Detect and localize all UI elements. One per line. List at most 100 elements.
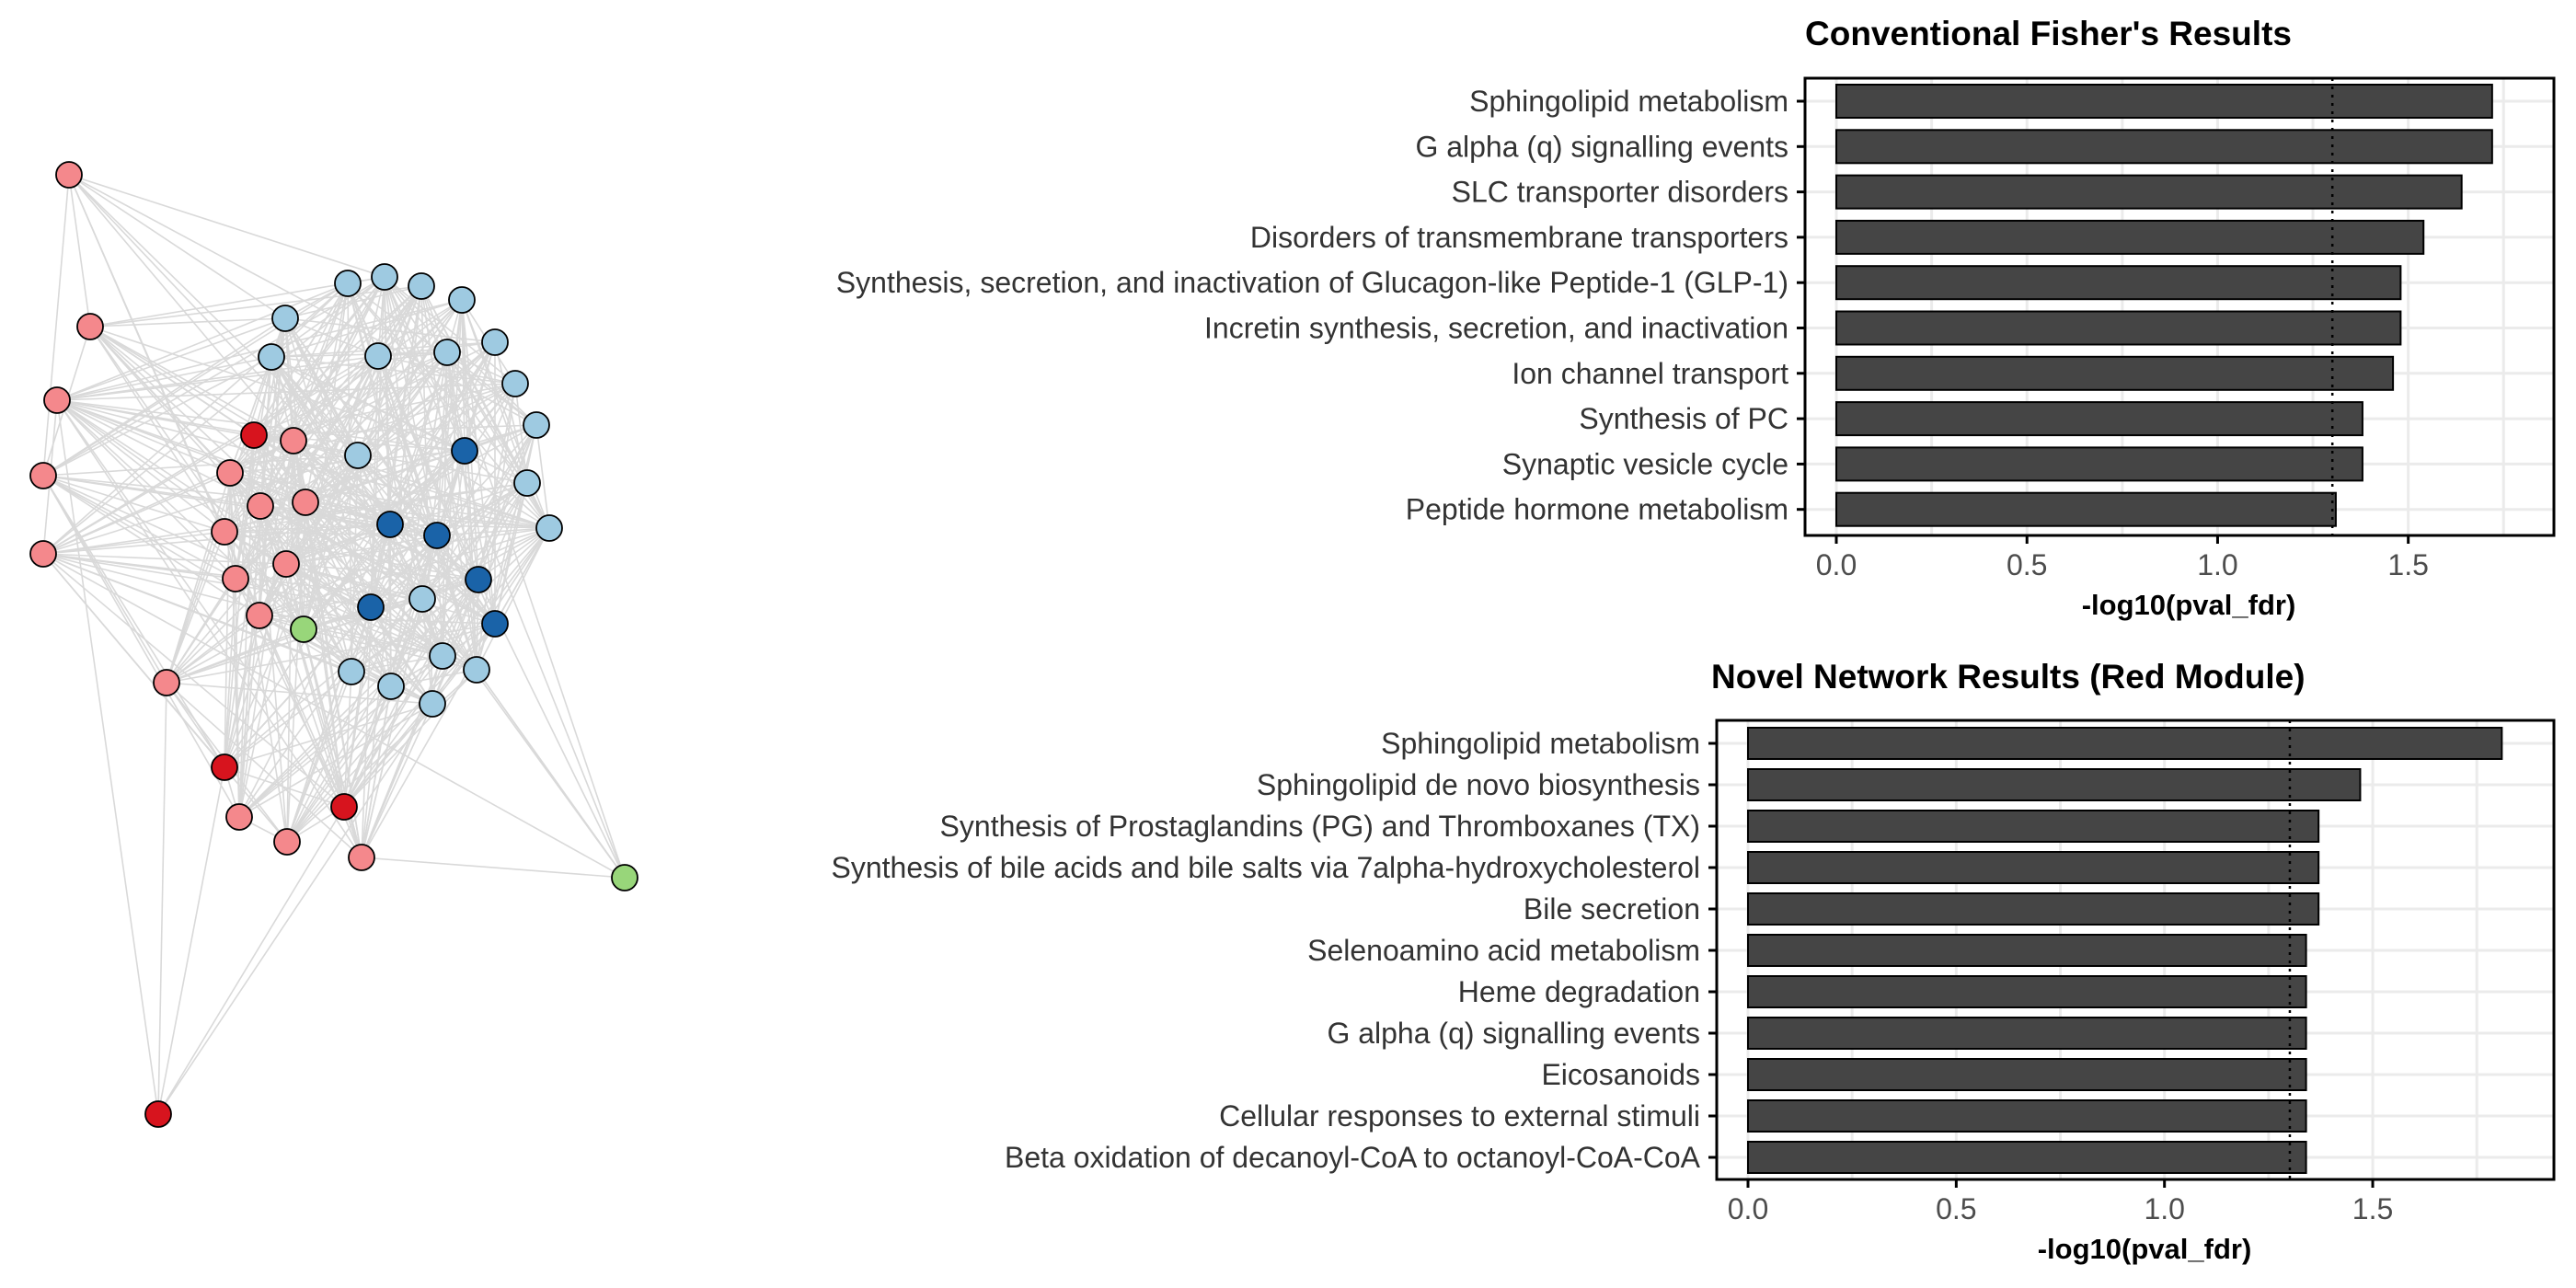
network-edge	[476, 669, 626, 879]
network-node-lightblue	[448, 286, 476, 314]
network-node-darkblue	[465, 566, 492, 593]
network-edge	[224, 598, 423, 768]
network-edge	[384, 276, 466, 452]
network-node-green	[290, 615, 317, 643]
network-node-darkblue	[481, 610, 509, 638]
network-node-red	[211, 753, 238, 781]
network-edge	[238, 523, 391, 818]
network-edge	[377, 355, 477, 671]
network-node-lightblue	[429, 642, 456, 670]
network-node-pink	[225, 803, 253, 831]
network-edge	[56, 317, 286, 401]
network-edge	[224, 703, 433, 768]
category-label: Heme degradation	[1458, 975, 1700, 1008]
network-edge	[286, 671, 352, 843]
network-edge	[370, 285, 422, 608]
network-node-lightblue	[513, 469, 541, 497]
network-edge	[56, 399, 225, 533]
network-node-lightblue	[377, 673, 405, 700]
network-edge	[436, 527, 550, 536]
network-node-pink	[216, 459, 244, 487]
network-edge	[166, 317, 286, 684]
network-edge	[224, 285, 422, 533]
network-node-lightblue	[338, 658, 365, 685]
network-edge	[361, 703, 433, 858]
network-edge	[514, 383, 528, 484]
network-edge	[446, 351, 477, 671]
category-label: Ion channel transport	[1512, 357, 1788, 390]
network-edge	[303, 355, 379, 630]
network-edge	[357, 341, 496, 456]
network-node-pink	[222, 565, 249, 592]
category-label: SLC transporter disorders	[1452, 176, 1788, 209]
network-node-pink	[247, 492, 274, 520]
network-edge	[343, 606, 372, 808]
network-edge	[384, 276, 448, 353]
network-edge	[166, 531, 225, 684]
network-edge	[476, 527, 550, 671]
network-category-labels: Sphingolipid metabolism Sphingolipid de n…	[831, 727, 1700, 1174]
network-node-pink	[43, 386, 71, 414]
bar-7	[1747, 1017, 2307, 1050]
bar-9	[1835, 491, 2337, 527]
network-edge	[477, 424, 537, 581]
network-edge	[68, 174, 91, 328]
network-node-red	[144, 1100, 172, 1128]
network-edge	[166, 682, 225, 768]
network-edge	[253, 351, 448, 436]
bar-2	[1835, 174, 2463, 210]
category-label: Incretin synthesis, secretion, and inact…	[1204, 312, 1788, 345]
network-edge	[351, 454, 359, 673]
network-edge	[284, 317, 305, 630]
network-edge	[284, 317, 372, 608]
network-edge	[284, 317, 379, 357]
bar-2	[1747, 810, 2320, 843]
network-edge	[238, 317, 286, 818]
x-tick-label: 0.5	[2007, 548, 2047, 581]
category-label: Sphingolipid metabolism	[1469, 85, 1788, 118]
network-edge	[286, 685, 392, 843]
category-label: Selenoamino acid metabolism	[1307, 934, 1700, 967]
x-tick-label: 0.0	[1728, 1192, 1768, 1225]
network-edge	[235, 578, 240, 818]
network-node-lightblue	[419, 690, 446, 718]
network-edge	[361, 655, 443, 858]
category-label: Sphingolipid metabolism	[1381, 727, 1700, 760]
bar-6	[1835, 355, 2395, 391]
network-node-pink	[29, 462, 57, 489]
bar-8	[1747, 1058, 2307, 1091]
category-label: Disorders of transmembrane transporters	[1250, 221, 1788, 254]
network-edge	[270, 356, 392, 687]
bar-1	[1835, 129, 2493, 165]
network-node-darkblue	[451, 437, 478, 465]
network-edge	[436, 535, 443, 657]
network-edge	[421, 424, 537, 600]
category-label: Beta oxidation of decanoyl-CoA to octano…	[1005, 1141, 1701, 1174]
network-node-pink	[211, 518, 238, 546]
network-node-pink	[272, 550, 300, 578]
network-edge	[351, 579, 479, 673]
network-edge	[343, 703, 433, 808]
network-node-pink	[348, 844, 375, 871]
network-node-darkblue	[376, 511, 404, 538]
network-edge	[389, 450, 466, 525]
network-edge	[361, 579, 479, 858]
x-tick-label: 1.0	[2144, 1192, 2184, 1225]
network-edge	[370, 523, 391, 608]
network-edge	[285, 482, 528, 565]
bar-6	[1747, 975, 2307, 1008]
category-label: Bile secretion	[1524, 892, 1700, 926]
network-node-red	[240, 421, 268, 449]
bar-10	[1747, 1141, 2307, 1174]
network-edge	[436, 299, 463, 536]
network-edge	[238, 685, 392, 818]
network-edge	[224, 282, 349, 533]
network-edge	[357, 454, 438, 536]
network-edge	[476, 579, 479, 671]
network-node-pink	[280, 427, 307, 454]
fisher-x-axis-title: -log10(pval_fdr)	[2082, 589, 2296, 621]
network-edge	[370, 355, 379, 608]
network-edges	[42, 174, 626, 1115]
network-results-chart: Novel Network Results (Red Module) 0.0 0.…	[831, 658, 2556, 1265]
